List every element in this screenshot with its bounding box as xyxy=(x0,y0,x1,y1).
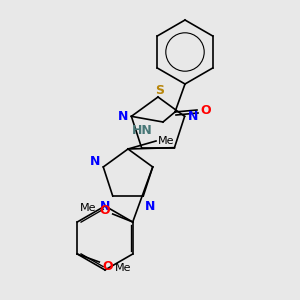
Text: N: N xyxy=(145,200,156,213)
Text: O: O xyxy=(102,260,113,272)
Text: Me: Me xyxy=(115,263,132,273)
Text: N: N xyxy=(188,110,198,123)
Text: O: O xyxy=(200,104,211,118)
Text: N: N xyxy=(90,155,100,168)
Text: Me: Me xyxy=(158,136,175,146)
Text: N: N xyxy=(100,200,111,213)
Text: HN: HN xyxy=(132,124,153,136)
Text: Me: Me xyxy=(80,203,97,213)
Text: O: O xyxy=(99,203,110,217)
Text: S: S xyxy=(155,84,164,97)
Text: N: N xyxy=(118,110,128,123)
